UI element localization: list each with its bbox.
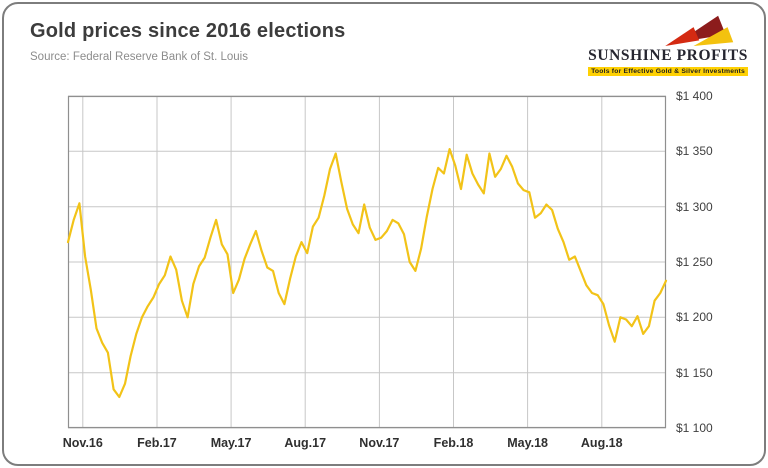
price-line-chart [66,95,668,429]
sunshine-profits-logo: SUNSHINE PROFITS Tools for Effective Gol… [588,12,748,76]
x-tick-label: Feb.17 [137,436,177,450]
x-tick-label: May.18 [507,436,548,450]
y-tick-label: $1 100 [676,421,713,435]
chart-title: Gold prices since 2016 elections [30,20,346,42]
logo-arrow-icon [665,15,734,46]
chart-area: $1 400 $1 350 $1 300 $1 250 $1 200 $1 150 $1 1… [63,89,713,450]
x-tick-label: Aug.17 [284,436,327,450]
y-tick-label: $1 400 [676,89,713,103]
y-tick-label: $1 300 [676,199,713,214]
y-tick-label: $1 150 [676,365,713,380]
x-tick-label: Nov.16 [62,436,103,450]
x-tick-label: Nov.17 [359,436,400,450]
x-tick-label: Feb.18 [433,436,474,450]
chart-source: Source: Federal Reserve Bank of St. Loui… [30,51,248,63]
x-tick-label: May.17 [210,436,252,450]
y-tick-label: $1 200 [676,310,713,325]
x-tick-label: Aug.18 [580,436,623,450]
logo-wordmark: SUNSHINE PROFITS [588,47,748,64]
logo-tagline: Tools for Effective Gold & Silver Invest… [588,67,748,76]
y-tick-label: $1 350 [676,144,713,159]
chart-header: Gold prices since 2016 elections Source:… [30,20,345,63]
y-tick-label: $1 250 [676,255,713,269]
